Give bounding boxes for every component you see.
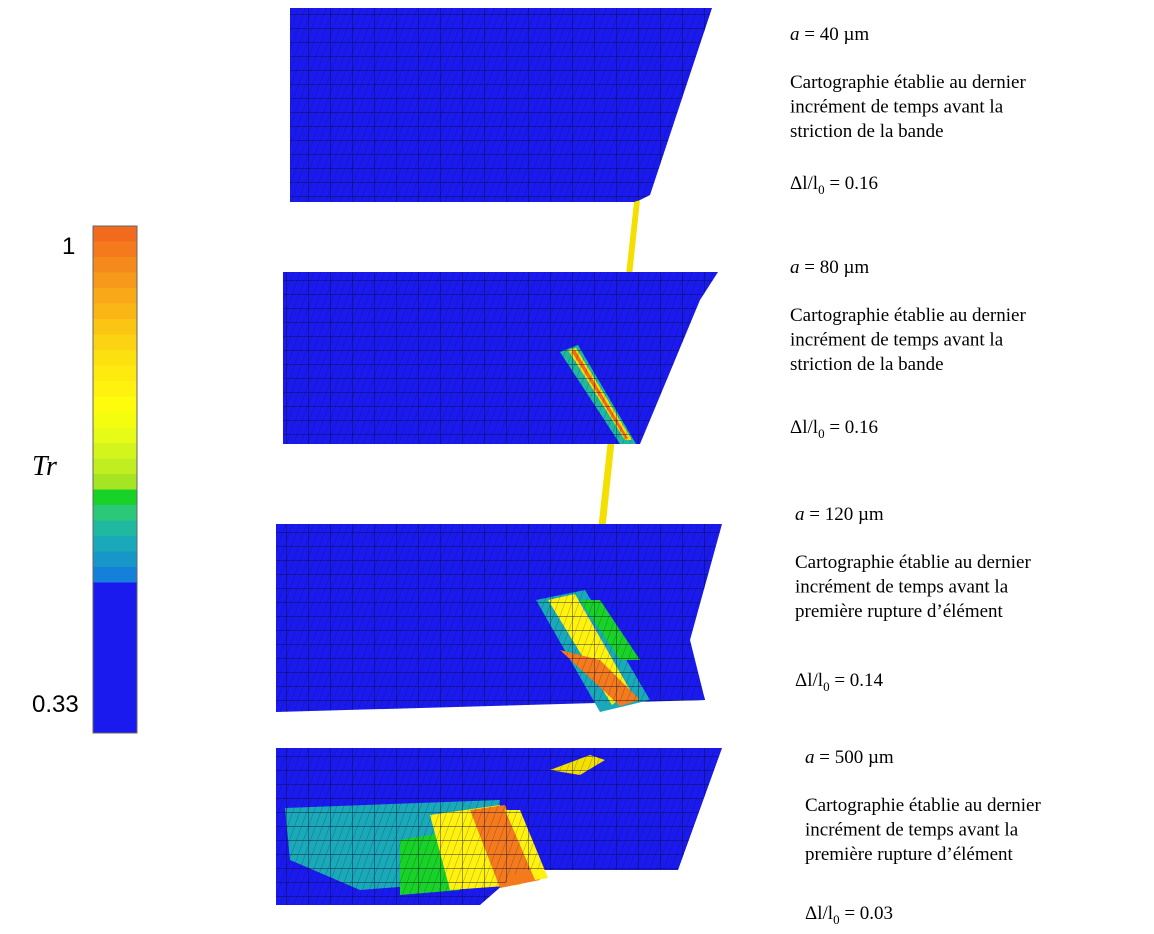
- size-symbol: a: [805, 747, 815, 768]
- mesh-fine: [290, 8, 712, 202]
- size-label: a = 500 µm: [805, 747, 894, 768]
- description-line: incrément de temps avant la: [795, 577, 1009, 598]
- colorbar-band: [93, 334, 137, 351]
- colorbar-band: [93, 381, 137, 397]
- strain-label: Δl/l0 = 0.03: [805, 903, 893, 927]
- strain-subscript: 0: [818, 426, 825, 441]
- panel: a = 120 µm Cartographie établie au dernie…: [276, 504, 1031, 712]
- size-value: = 500 µm: [815, 747, 894, 768]
- colorbar-band: [93, 412, 137, 428]
- strain-symbol: Δl/l: [790, 173, 818, 194]
- strain-symbol: Δl/l: [805, 903, 833, 924]
- colorbar-band: [93, 288, 137, 304]
- description-line: incrément de temps avant la: [790, 330, 1004, 351]
- strain-subscript: 0: [823, 679, 830, 694]
- colorbar-band: [93, 536, 137, 552]
- description-line: Cartographie établie au dernier: [790, 72, 1026, 93]
- colorbar-band: [93, 319, 137, 335]
- colorbar-band: [93, 241, 137, 258]
- strain-subscript: 0: [818, 182, 825, 197]
- mesh-fine: [276, 748, 722, 905]
- colorbar-band: [93, 365, 137, 382]
- strain-value: = 0.16: [825, 417, 878, 438]
- colorbar-band: [93, 443, 137, 459]
- colorbar-symbol: Tr: [32, 451, 57, 482]
- description-line: incrément de temps avant la: [790, 97, 1004, 118]
- strain-symbol: Δl/l: [790, 417, 818, 438]
- colorbar-band: [93, 226, 137, 242]
- size-symbol: a: [795, 504, 805, 525]
- colorbar-max: 1: [62, 233, 75, 260]
- colorbar-band: [93, 520, 137, 537]
- mesh-fine: [283, 272, 718, 444]
- size-value: = 120 µm: [805, 504, 884, 525]
- strain-label: Δl/l0 = 0.16: [790, 173, 878, 197]
- size-value: = 40 µm: [800, 24, 870, 45]
- strain-subscript: 0: [833, 912, 840, 927]
- colorbar-band: [93, 567, 137, 583]
- colorbar-min: 0.33: [32, 691, 79, 718]
- colorbar-band: [93, 272, 137, 289]
- panel: a = 80 µm Cartographie établie au dernier…: [283, 257, 1026, 444]
- colorbar-band: [93, 257, 137, 273]
- strain-label: Δl/l0 = 0.14: [795, 670, 884, 694]
- colorbar-band: [93, 350, 137, 366]
- size-label: a = 80 µm: [790, 257, 869, 278]
- colorbar-band: [93, 582, 137, 733]
- colorbar-band: [93, 396, 137, 413]
- size-symbol: a: [790, 24, 800, 45]
- description-line: première rupture d’élément: [795, 601, 1004, 622]
- strain-value: = 0.14: [830, 670, 884, 691]
- size-value: = 80 µm: [800, 257, 870, 278]
- colorbar-band: [93, 458, 137, 475]
- description-line: striction de la bande: [790, 121, 944, 142]
- colorbar-band: [93, 505, 137, 521]
- colorbar-frame: [92, 225, 138, 734]
- colorbar-band: [93, 474, 137, 490]
- description-line: striction de la bande: [790, 354, 944, 375]
- description-line: Cartographie établie au dernier: [790, 305, 1026, 326]
- size-label: a = 40 µm: [790, 24, 869, 45]
- description-line: première rupture d’élément: [805, 844, 1014, 865]
- mesh-fine: [276, 524, 722, 712]
- description-line: Cartographie établie au dernier: [805, 795, 1041, 816]
- colorbar-band: [93, 551, 137, 568]
- description-line: incrément de temps avant la: [805, 820, 1019, 841]
- size-symbol: a: [790, 257, 800, 278]
- strain-label: Δl/l0 = 0.16: [790, 417, 878, 441]
- panel: a = 500 µm Cartographie établie au dernie…: [276, 747, 1041, 927]
- colorbar-band: [93, 303, 137, 320]
- strain-value: = 0.03: [840, 903, 893, 924]
- strain-symbol: Δl/l: [795, 670, 823, 691]
- description-line: Cartographie établie au dernier: [795, 552, 1031, 573]
- size-label: a = 120 µm: [795, 504, 884, 525]
- panel: a = 40 µm Cartographie établie au dernier…: [290, 8, 1026, 658]
- strain-value: = 0.16: [825, 173, 878, 194]
- colorbar-band: [93, 427, 137, 444]
- colorbar-band: [93, 489, 137, 506]
